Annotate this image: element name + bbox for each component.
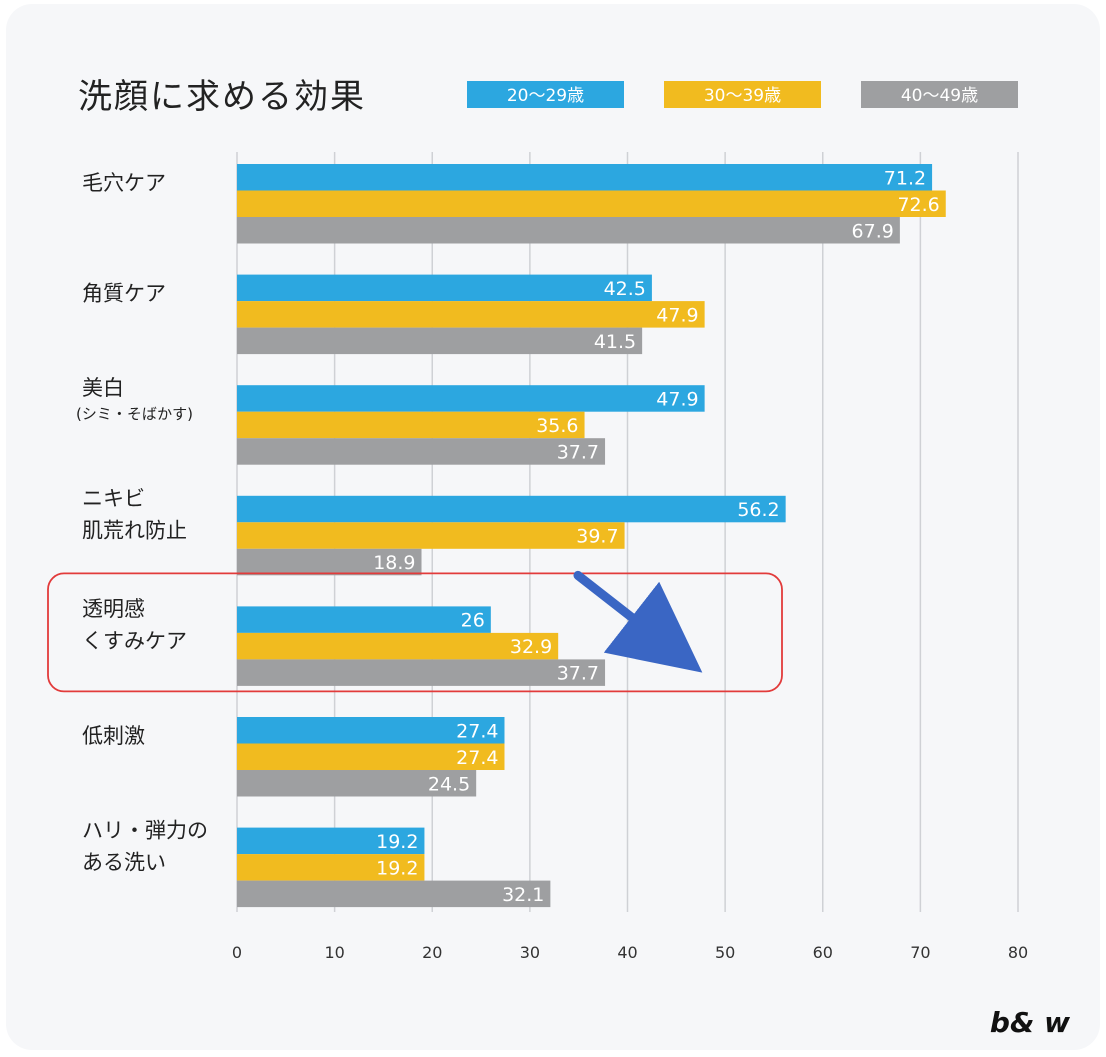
bar-value-label: 37.7 xyxy=(557,663,599,685)
bar-value-label: 39.7 xyxy=(576,526,618,548)
legend-label-1: 30〜39歳 xyxy=(704,86,781,106)
x-tick-label: 10 xyxy=(324,943,344,962)
bar-value-label: 37.7 xyxy=(557,441,599,463)
bar xyxy=(237,717,505,744)
x-tick-label: 20 xyxy=(422,943,442,962)
category-label-line2: (シミ・そばかす) xyxy=(76,405,193,423)
category-label: ニキビ xyxy=(82,487,145,511)
bar-value-label: 72.6 xyxy=(897,194,939,216)
bar xyxy=(237,327,643,355)
category-label: 毛穴ケア xyxy=(82,171,166,195)
bar-value-label: 71.2 xyxy=(884,167,926,189)
bar xyxy=(237,438,606,465)
legend-label-0: 20〜29歳 xyxy=(507,86,584,106)
category-label-line2: ある洗い xyxy=(82,850,166,874)
bar xyxy=(237,659,606,686)
legend-swatch-2 xyxy=(861,81,1018,108)
bar xyxy=(237,606,491,633)
brand-logo: b& w xyxy=(990,1006,1070,1039)
bar-value-label: 19.2 xyxy=(376,831,418,853)
category-label-line2: 肌荒れ防止 xyxy=(82,519,187,543)
bar xyxy=(237,411,585,439)
legend-swatch-1 xyxy=(664,81,821,108)
x-tick-label: 70 xyxy=(910,943,930,962)
bar xyxy=(237,164,933,191)
bar-value-label: 18.9 xyxy=(373,552,415,574)
bar xyxy=(237,190,946,217)
bar xyxy=(237,770,477,797)
bar-value-label: 26 xyxy=(461,610,485,632)
x-tick-label: 0 xyxy=(232,943,242,962)
bar xyxy=(237,495,786,523)
bar-value-label: 27.4 xyxy=(456,747,498,769)
x-tick-label: 80 xyxy=(1008,943,1028,962)
category-label-line2: くすみケア xyxy=(82,629,187,653)
bars: 71.2 72.667.9 42.5 47.9 41.5 47.9 35.6 37.7 56.2… xyxy=(237,164,946,908)
bar-value-label: 67.9 xyxy=(852,220,894,242)
bar xyxy=(237,385,705,412)
bar xyxy=(237,854,425,881)
bar-value-label: 47.9 xyxy=(656,388,698,410)
bar xyxy=(237,632,559,660)
bar xyxy=(237,274,652,302)
x-tick-label: 40 xyxy=(617,943,637,962)
bar-value-label: 42.5 xyxy=(604,278,646,300)
bar xyxy=(237,217,900,244)
bar xyxy=(237,743,505,770)
bar-value-label: 24.5 xyxy=(428,773,470,795)
bar-value-label: 19.2 xyxy=(376,857,418,879)
annotations xyxy=(47,570,783,693)
trend-arrow xyxy=(573,570,703,673)
bar-value-label: 47.9 xyxy=(656,304,698,326)
bar-value-label: 32.1 xyxy=(502,884,544,906)
chart-title: 洗顔に求める効果 xyxy=(78,77,366,117)
highlight-box xyxy=(47,572,783,693)
category-label: 角質ケア xyxy=(82,281,166,305)
bar xyxy=(237,301,705,328)
bar-value-label: 41.5 xyxy=(594,331,636,353)
bar-value-label: 56.2 xyxy=(737,499,779,521)
legend-swatch-0 xyxy=(467,81,624,108)
bar-value-label: 27.4 xyxy=(456,720,498,742)
category-label: 透明感 xyxy=(82,597,145,621)
x-tick-label: 30 xyxy=(520,943,540,962)
category-label: ハリ・弾力の xyxy=(82,818,208,842)
x-tick-label: 60 xyxy=(813,943,833,962)
bar xyxy=(237,880,551,908)
category-label: 美白 xyxy=(82,376,124,400)
bar xyxy=(237,522,625,549)
bar xyxy=(237,827,425,855)
bar-value-label: 35.6 xyxy=(536,415,578,437)
bar xyxy=(237,548,422,576)
x-tick-label: 50 xyxy=(715,943,735,962)
legend: 20〜29歳 30〜39歳 40〜49歳 xyxy=(467,81,1018,108)
legend-label-2: 40〜49歳 xyxy=(901,86,978,106)
category-label: 低刺激 xyxy=(82,724,145,748)
x-axis-ticks: 0 10 20 30 40 50 60 70 80 xyxy=(232,943,1028,962)
bar-value-label: 32.9 xyxy=(510,636,552,658)
